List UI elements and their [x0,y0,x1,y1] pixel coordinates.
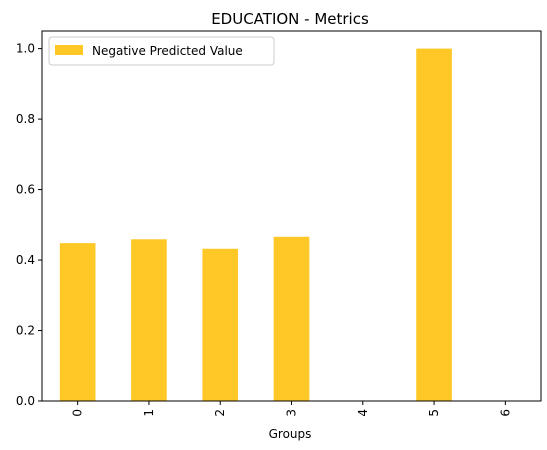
bar-3 [273,236,310,401]
bar-1 [131,239,167,401]
bar-2 [202,248,239,401]
legend-label: Negative Predicted Value [92,44,243,58]
plot-frame [41,30,542,402]
legend-box [48,36,275,66]
chart-title: EDUCATION - Metrics [211,10,369,28]
bar-0 [59,243,96,401]
x-tick-label: 0 [71,409,85,417]
x-tick-label: 5 [427,409,441,417]
x-axis-label: Groups [269,427,312,441]
y-tick-label: 0.8 [16,112,35,126]
y-axis: 0.0 0.2 0.4 0.6 0.8 1.0 [16,42,42,408]
x-axis: 0 1 2 3 4 5 6 [71,401,512,417]
x-tick-label: 3 [285,409,299,417]
y-tick-label: 0.4 [16,253,35,267]
x-tick-label: 4 [356,409,370,417]
y-tick-label: 1.0 [16,42,35,56]
y-tick-label: 0.6 [16,183,35,197]
x-tick-label: 1 [142,409,156,417]
legend: Negative Predicted Value [48,36,275,66]
y-tick-label: 0.2 [16,324,35,338]
x-tick-label: 2 [213,409,227,417]
legend-swatch [55,45,83,55]
y-tick-label: 0.0 [16,394,35,408]
bars-group [59,48,452,401]
bar-5 [416,48,452,401]
x-tick-label: 6 [498,409,512,417]
